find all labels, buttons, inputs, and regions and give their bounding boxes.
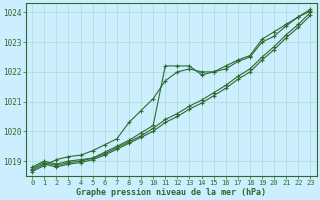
X-axis label: Graphe pression niveau de la mer (hPa): Graphe pression niveau de la mer (hPa) [76, 188, 266, 197]
